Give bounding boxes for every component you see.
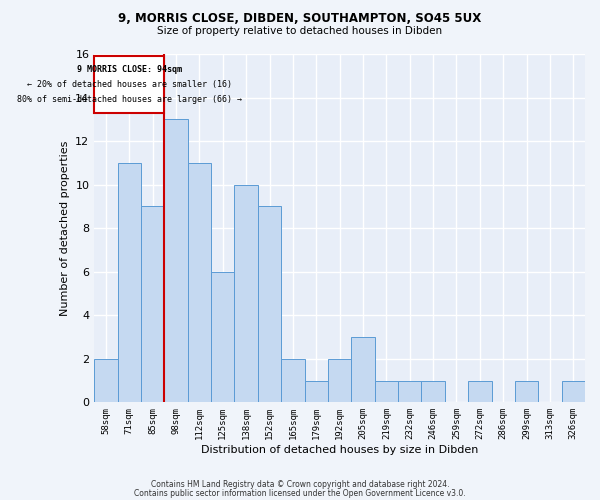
Bar xyxy=(141,206,164,402)
Bar xyxy=(258,206,281,402)
Bar xyxy=(374,380,398,402)
Text: 80% of semi-detached houses are larger (66) →: 80% of semi-detached houses are larger (… xyxy=(17,95,242,104)
Bar xyxy=(305,380,328,402)
FancyBboxPatch shape xyxy=(94,56,164,113)
Bar xyxy=(515,380,538,402)
Bar xyxy=(468,380,491,402)
Bar xyxy=(421,380,445,402)
Bar xyxy=(562,380,585,402)
Y-axis label: Number of detached properties: Number of detached properties xyxy=(60,140,70,316)
Bar xyxy=(188,163,211,402)
Bar xyxy=(211,272,235,402)
X-axis label: Distribution of detached houses by size in Dibden: Distribution of detached houses by size … xyxy=(201,445,478,455)
Text: Size of property relative to detached houses in Dibden: Size of property relative to detached ho… xyxy=(157,26,443,36)
Text: Contains public sector information licensed under the Open Government Licence v3: Contains public sector information licen… xyxy=(134,488,466,498)
Text: 9 MORRIS CLOSE: 94sqm: 9 MORRIS CLOSE: 94sqm xyxy=(77,64,182,74)
Bar xyxy=(94,359,118,403)
Bar xyxy=(118,163,141,402)
Bar xyxy=(398,380,421,402)
Bar xyxy=(281,359,305,403)
Text: Contains HM Land Registry data © Crown copyright and database right 2024.: Contains HM Land Registry data © Crown c… xyxy=(151,480,449,489)
Bar xyxy=(235,184,258,402)
Text: ← 20% of detached houses are smaller (16): ← 20% of detached houses are smaller (16… xyxy=(27,80,232,89)
Text: 9, MORRIS CLOSE, DIBDEN, SOUTHAMPTON, SO45 5UX: 9, MORRIS CLOSE, DIBDEN, SOUTHAMPTON, SO… xyxy=(118,12,482,26)
Bar xyxy=(352,337,374,402)
Bar xyxy=(328,359,352,403)
Bar xyxy=(164,120,188,403)
